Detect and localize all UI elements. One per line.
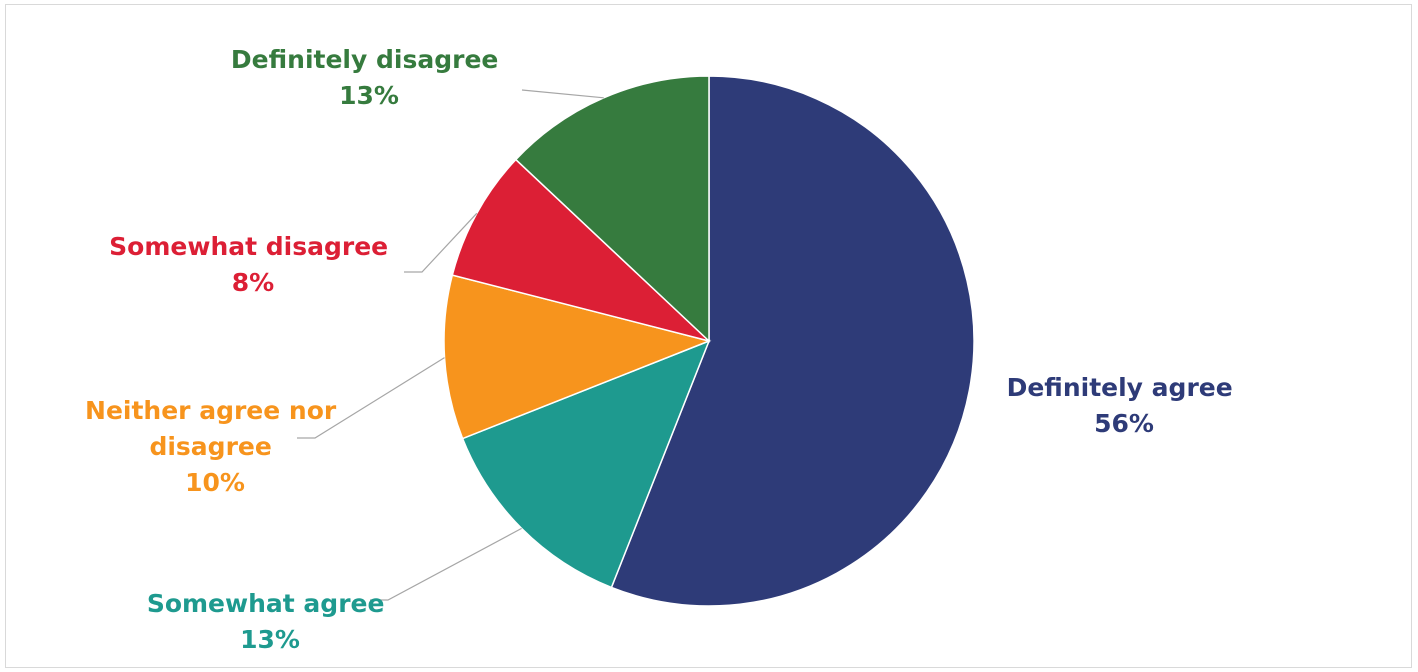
label-definitely-disagree: Definitely disagree 13%	[231, 45, 507, 110]
slice-label-somewhat-disagree: Somewhat disagree	[109, 232, 388, 261]
leader-lines	[297, 89, 604, 601]
slice-value-definitely-disagree: 13%	[339, 81, 399, 110]
slice-label-neither-line1: Neither agree nor	[85, 396, 337, 425]
leader-line-definitely-disagree	[521, 89, 604, 99]
leader-line-somewhat-disagree	[404, 212, 478, 273]
slice-label-neither-line2: disagree	[149, 432, 271, 461]
slice-definitely-agree	[610, 75, 975, 607]
label-somewhat-disagree: Somewhat disagree 8%	[109, 232, 397, 297]
slice-label-definitely-disagree: Definitely disagree	[231, 45, 498, 74]
slice-value-somewhat-agree: 13%	[240, 625, 300, 654]
slice-value-definitely-agree: 56%	[1094, 409, 1154, 438]
slice-value-neither: 10%	[185, 468, 245, 497]
slice-label-definitely-agree: Definitely agree	[1007, 373, 1233, 402]
slice-neither	[443, 274, 712, 440]
leader-line-somewhat-agree	[370, 527, 522, 601]
label-somewhat-agree: Somewhat agree 13%	[147, 589, 393, 654]
pie-slices	[443, 75, 975, 607]
slice-value-somewhat-disagree: 8%	[232, 268, 274, 297]
label-neither: Neither agree nor disagree 10%	[85, 396, 345, 497]
leader-line-neither	[297, 357, 445, 439]
slice-label-somewhat-agree: Somewhat agree	[147, 589, 385, 618]
label-definitely-agree: Definitely agree 56%	[1007, 373, 1242, 438]
